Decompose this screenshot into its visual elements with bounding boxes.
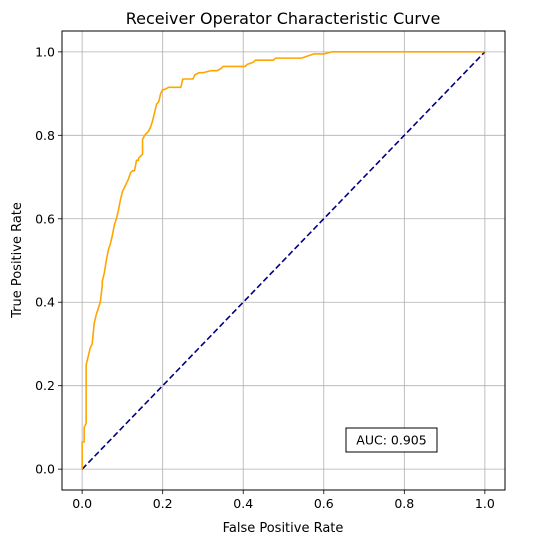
x-axis-label: False Positive Rate bbox=[223, 521, 344, 536]
y-tick-label: 0.0 bbox=[35, 462, 55, 477]
x-tick-label: 0.8 bbox=[394, 496, 414, 511]
roc-curve-line bbox=[81, 51, 485, 470]
x-tick-label: 0.2 bbox=[153, 496, 173, 511]
chart-title: Receiver Operator Characteristic Curve bbox=[126, 9, 441, 28]
y-tick-label: 0.6 bbox=[35, 211, 55, 226]
plot-frame bbox=[61, 30, 506, 491]
y-tick-label: 0.4 bbox=[35, 295, 55, 310]
baseline-diagonal-line bbox=[81, 51, 486, 470]
y-tick-label: 0.8 bbox=[35, 128, 55, 143]
auc-label: AUC: 0.905 bbox=[356, 433, 426, 448]
x-tick-label: 0.6 bbox=[314, 496, 334, 511]
y-tick-label: 0.2 bbox=[35, 378, 55, 393]
grid bbox=[62, 31, 505, 490]
y-tick-label: 1.0 bbox=[35, 44, 55, 59]
x-tick-label: 0.4 bbox=[233, 496, 253, 511]
y-axis-label: True Positive Rate bbox=[10, 202, 25, 319]
x-tick-label: 1.0 bbox=[475, 496, 495, 511]
auc-annotation: AUC: 0.905 bbox=[345, 427, 438, 453]
x-tick-label: 0.0 bbox=[72, 496, 92, 511]
series-layer bbox=[81, 51, 486, 470]
auc-box bbox=[345, 427, 438, 453]
ticks: 0.0 0.2 0.4 0.6 0.8 1.0 0.0 0.2 0.4 0.6 0.8 1.0 bbox=[35, 44, 495, 511]
